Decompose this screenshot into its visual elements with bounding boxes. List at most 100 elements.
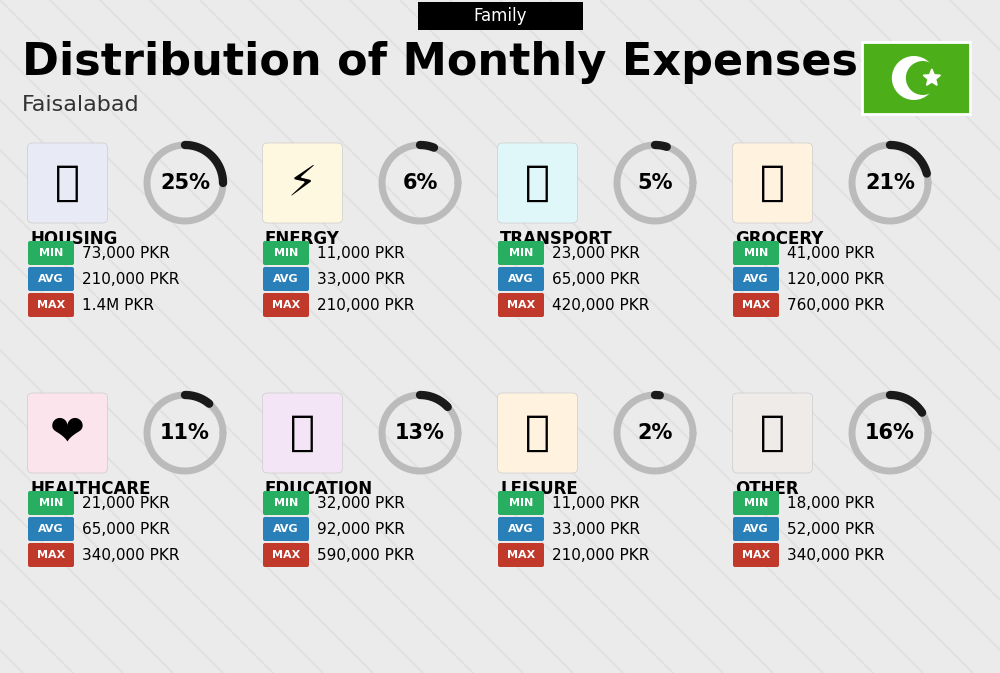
Text: 21,000 PKR: 21,000 PKR — [82, 495, 170, 511]
FancyBboxPatch shape — [262, 393, 342, 473]
FancyBboxPatch shape — [862, 42, 970, 114]
FancyBboxPatch shape — [498, 393, 578, 473]
FancyBboxPatch shape — [498, 293, 544, 317]
Text: MAX: MAX — [37, 300, 65, 310]
Text: 🛍️: 🛍️ — [525, 412, 550, 454]
Text: 41,000 PKR: 41,000 PKR — [787, 246, 875, 260]
Text: AVG: AVG — [38, 524, 64, 534]
Text: 210,000 PKR: 210,000 PKR — [317, 297, 414, 312]
Text: MAX: MAX — [742, 300, 770, 310]
Text: ⚡: ⚡ — [288, 162, 317, 204]
Text: AVG: AVG — [743, 274, 769, 284]
Text: ENERGY: ENERGY — [265, 230, 340, 248]
Text: AVG: AVG — [273, 524, 299, 534]
FancyBboxPatch shape — [732, 143, 812, 223]
Text: 🎓: 🎓 — [290, 412, 315, 454]
Text: 210,000 PKR: 210,000 PKR — [82, 271, 179, 287]
Text: MAX: MAX — [507, 550, 535, 560]
Text: 33,000 PKR: 33,000 PKR — [552, 522, 640, 536]
Text: 32,000 PKR: 32,000 PKR — [317, 495, 405, 511]
FancyBboxPatch shape — [263, 543, 309, 567]
Text: 11,000 PKR: 11,000 PKR — [317, 246, 405, 260]
Text: 5%: 5% — [637, 173, 673, 193]
Text: AVG: AVG — [743, 524, 769, 534]
Text: 210,000 PKR: 210,000 PKR — [552, 548, 649, 563]
Polygon shape — [923, 69, 940, 85]
Text: 6%: 6% — [402, 173, 438, 193]
FancyBboxPatch shape — [28, 393, 108, 473]
Text: MAX: MAX — [507, 300, 535, 310]
FancyBboxPatch shape — [733, 543, 779, 567]
Text: MIN: MIN — [274, 248, 298, 258]
Text: MIN: MIN — [39, 248, 63, 258]
Text: MIN: MIN — [509, 248, 533, 258]
Text: 23,000 PKR: 23,000 PKR — [552, 246, 640, 260]
Text: 11,000 PKR: 11,000 PKR — [552, 495, 640, 511]
Text: 💰: 💰 — [760, 412, 785, 454]
Text: 🚌: 🚌 — [525, 162, 550, 204]
Text: 13%: 13% — [395, 423, 445, 443]
Text: LEISURE: LEISURE — [500, 480, 578, 498]
Text: 73,000 PKR: 73,000 PKR — [82, 246, 170, 260]
FancyBboxPatch shape — [498, 517, 544, 541]
FancyBboxPatch shape — [263, 267, 309, 291]
Text: MIN: MIN — [744, 248, 768, 258]
FancyBboxPatch shape — [263, 517, 309, 541]
Text: 🛒: 🛒 — [760, 162, 785, 204]
Text: MIN: MIN — [39, 498, 63, 508]
FancyBboxPatch shape — [28, 517, 74, 541]
Circle shape — [906, 61, 940, 95]
Text: HEALTHCARE: HEALTHCARE — [30, 480, 150, 498]
FancyBboxPatch shape — [28, 293, 74, 317]
Text: ❤️: ❤️ — [50, 412, 85, 454]
Text: 21%: 21% — [865, 173, 915, 193]
Text: AVG: AVG — [273, 274, 299, 284]
Text: 340,000 PKR: 340,000 PKR — [787, 548, 885, 563]
Text: MAX: MAX — [37, 550, 65, 560]
Text: 92,000 PKR: 92,000 PKR — [317, 522, 405, 536]
Text: 65,000 PKR: 65,000 PKR — [552, 271, 640, 287]
Text: TRANSPORT: TRANSPORT — [500, 230, 613, 248]
Circle shape — [892, 56, 936, 100]
FancyBboxPatch shape — [733, 491, 779, 515]
FancyBboxPatch shape — [263, 293, 309, 317]
Text: AVG: AVG — [38, 274, 64, 284]
FancyBboxPatch shape — [732, 393, 812, 473]
FancyBboxPatch shape — [733, 267, 779, 291]
Text: Faisalabad: Faisalabad — [22, 95, 140, 115]
FancyBboxPatch shape — [28, 543, 74, 567]
FancyBboxPatch shape — [28, 491, 74, 515]
FancyBboxPatch shape — [262, 143, 342, 223]
Text: Distribution of Monthly Expenses: Distribution of Monthly Expenses — [22, 40, 858, 83]
Text: 760,000 PKR: 760,000 PKR — [787, 297, 885, 312]
Text: OTHER: OTHER — [735, 480, 799, 498]
FancyBboxPatch shape — [28, 241, 74, 265]
FancyBboxPatch shape — [418, 2, 582, 30]
Text: 340,000 PKR: 340,000 PKR — [82, 548, 180, 563]
FancyBboxPatch shape — [733, 293, 779, 317]
Text: MIN: MIN — [744, 498, 768, 508]
FancyBboxPatch shape — [28, 267, 74, 291]
Text: 52,000 PKR: 52,000 PKR — [787, 522, 875, 536]
Text: 33,000 PKR: 33,000 PKR — [317, 271, 405, 287]
Text: 1.4M PKR: 1.4M PKR — [82, 297, 154, 312]
Text: Family: Family — [473, 7, 527, 25]
FancyBboxPatch shape — [498, 491, 544, 515]
Text: 16%: 16% — [865, 423, 915, 443]
FancyBboxPatch shape — [733, 517, 779, 541]
Text: 2%: 2% — [637, 423, 673, 443]
FancyBboxPatch shape — [498, 241, 544, 265]
FancyBboxPatch shape — [28, 143, 108, 223]
Text: 420,000 PKR: 420,000 PKR — [552, 297, 649, 312]
FancyBboxPatch shape — [498, 267, 544, 291]
Text: 25%: 25% — [160, 173, 210, 193]
Text: 11%: 11% — [160, 423, 210, 443]
Text: MAX: MAX — [272, 300, 300, 310]
Text: MAX: MAX — [742, 550, 770, 560]
Text: 🏢: 🏢 — [55, 162, 80, 204]
Text: 120,000 PKR: 120,000 PKR — [787, 271, 884, 287]
FancyBboxPatch shape — [733, 241, 779, 265]
Text: 590,000 PKR: 590,000 PKR — [317, 548, 415, 563]
Text: 65,000 PKR: 65,000 PKR — [82, 522, 170, 536]
Text: HOUSING: HOUSING — [30, 230, 117, 248]
